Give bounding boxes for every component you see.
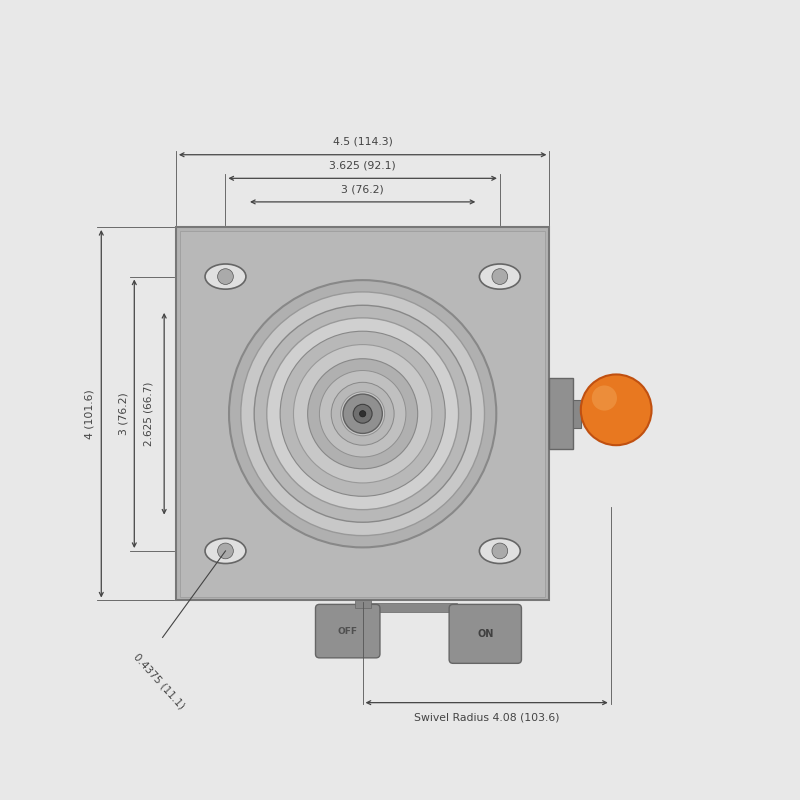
Circle shape	[280, 331, 446, 496]
Circle shape	[492, 543, 508, 558]
Bar	[176, 227, 550, 601]
Text: 0.4375 (11.1): 0.4375 (11.1)	[131, 651, 186, 711]
Bar	[573, 400, 581, 428]
Circle shape	[581, 374, 651, 446]
Text: 3.625 (92.1): 3.625 (92.1)	[330, 161, 396, 170]
Circle shape	[341, 392, 385, 436]
Text: OFF: OFF	[338, 626, 358, 636]
Bar	[180, 231, 546, 597]
Circle shape	[218, 543, 234, 558]
Circle shape	[359, 410, 366, 417]
Circle shape	[343, 394, 382, 434]
Text: ON: ON	[477, 629, 494, 639]
Text: 4.5 (114.3): 4.5 (114.3)	[333, 137, 393, 147]
Circle shape	[319, 370, 406, 457]
Circle shape	[354, 404, 372, 423]
Text: 4 (101.6): 4 (101.6)	[85, 389, 94, 438]
Text: 3 (76.2): 3 (76.2)	[118, 392, 128, 435]
Bar	[370, 603, 457, 612]
FancyBboxPatch shape	[449, 604, 522, 663]
Circle shape	[592, 386, 617, 410]
Ellipse shape	[479, 264, 520, 289]
Text: Swivel Radius 4.08 (103.6): Swivel Radius 4.08 (103.6)	[414, 712, 559, 722]
Circle shape	[241, 292, 485, 536]
Ellipse shape	[479, 538, 520, 563]
FancyBboxPatch shape	[315, 604, 380, 658]
Ellipse shape	[205, 538, 246, 563]
Circle shape	[349, 400, 377, 428]
Circle shape	[229, 280, 496, 547]
Circle shape	[218, 269, 234, 285]
Circle shape	[266, 318, 458, 510]
Text: 3 (76.2): 3 (76.2)	[342, 184, 384, 194]
Bar	[550, 378, 573, 449]
Circle shape	[331, 382, 394, 446]
Circle shape	[308, 358, 418, 469]
Circle shape	[294, 345, 432, 483]
Text: 2.625 (66.7): 2.625 (66.7)	[143, 382, 154, 446]
Circle shape	[354, 406, 370, 422]
Circle shape	[254, 306, 471, 522]
Ellipse shape	[205, 264, 246, 289]
Circle shape	[492, 269, 508, 285]
Bar	[354, 601, 370, 608]
